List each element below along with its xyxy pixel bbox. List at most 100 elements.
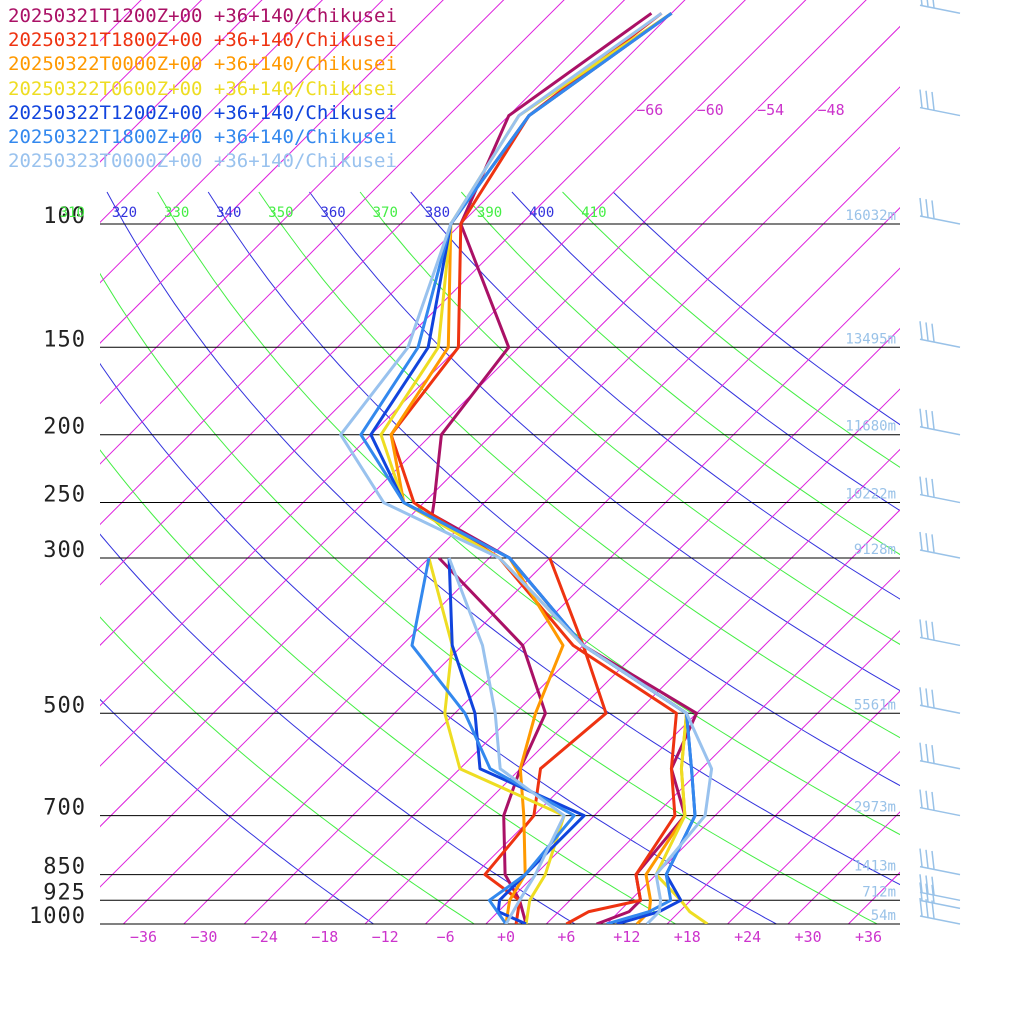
temperature-tick-label: −18	[311, 928, 338, 946]
isotherm-line	[100, 0, 505, 405]
dewpoint-profile-2	[504, 557, 565, 924]
isotherm-line	[545, 569, 900, 924]
temperature-tick-label: +36	[855, 928, 882, 946]
height-label: 16032m	[845, 208, 896, 224]
pressure-tick-label: 100	[43, 204, 86, 229]
wind-barb-feather	[925, 875, 929, 894]
isotherm-line	[100, 0, 746, 646]
wind-barb-staff	[919, 549, 961, 559]
wind-barb-feather	[925, 409, 929, 429]
temperature-tick-label: −36	[130, 928, 157, 946]
wind-barb-feather	[919, 619, 923, 638]
wind-barb-feather	[919, 789, 923, 808]
theta-label: 410	[581, 205, 606, 221]
wind-barb-feather	[926, 0, 929, 7]
height-label: 11680m	[845, 419, 896, 435]
wind-barb	[919, 848, 961, 876]
wind-barb	[919, 321, 961, 348]
wind-barb-staff	[919, 759, 961, 770]
dry-adiabats	[100, 191, 900, 924]
isotherm-line	[485, 509, 900, 924]
isotherm-line	[183, 207, 900, 924]
wind-barb-feather	[925, 849, 929, 868]
theta-label: 310	[60, 205, 85, 221]
isotherm-line	[424, 448, 900, 924]
isotherm-line	[100, 0, 626, 526]
wind-barb-feather	[925, 883, 929, 902]
temperature-profile-3	[379, 12, 709, 924]
isotherm-line	[122, 146, 900, 924]
height-label: 54m	[871, 908, 896, 924]
wind-barb-staff	[919, 636, 961, 647]
legend-entry: 20250322T1800Z+00 +36+140/Chikusei	[8, 125, 397, 148]
isotherm-top-label: −48	[818, 101, 845, 119]
wind-barb	[919, 789, 961, 817]
temperature-tick-label: +6	[557, 928, 575, 946]
pressure-tick-label: 300	[43, 538, 86, 563]
pressure-tick-label: 700	[43, 796, 86, 821]
wind-barb-staff	[919, 891, 961, 902]
wind-barb-staff	[919, 704, 961, 715]
wind-barb	[919, 197, 961, 225]
dry-adiabat-line	[100, 362, 778, 924]
dewpoint-profile-3	[427, 557, 566, 924]
isotherm-line	[100, 0, 263, 163]
pressure-tick-label: 150	[43, 327, 86, 352]
wind-barb-feather	[919, 321, 923, 340]
height-label: 712m	[862, 884, 896, 900]
legend-entry: 20250323T0000Z+00 +36+140/Chikusei	[8, 150, 397, 173]
isotherm-line	[100, 0, 324, 224]
theta-label: 360	[320, 205, 345, 221]
isotherm-top-label: −66	[636, 101, 663, 119]
isobars	[100, 223, 900, 925]
temperature-profile-4	[369, 12, 697, 924]
wind-barb-staff	[919, 915, 961, 925]
legend-entry: 20250322T0600Z+00 +36+140/Chikusei	[8, 77, 397, 100]
dry-adiabat-line	[100, 533, 576, 924]
temperature-tick-label: +12	[613, 928, 640, 946]
wind-barb-feather	[925, 688, 929, 707]
wind-barb-feather	[925, 199, 929, 218]
wind-barb	[919, 619, 961, 647]
wind-barb	[919, 0, 961, 15]
wind-barb-feather	[919, 882, 923, 901]
legend-entry: 20250322T1200Z+00 +36+140/Chikusei	[8, 101, 397, 124]
temperature-tick-label: −12	[372, 928, 399, 946]
height-label: 2973m	[854, 800, 896, 816]
theta-label: 380	[425, 205, 450, 221]
wind-barb	[919, 742, 961, 770]
wind-barb-feather	[920, 0, 923, 6]
wind-barb-staff	[919, 106, 961, 117]
dry-adiabat-line	[100, 616, 476, 924]
wind-barb	[919, 476, 961, 504]
theta-label: 400	[529, 205, 554, 221]
wind-barb-feather	[919, 848, 923, 867]
isotherm-line	[303, 327, 900, 924]
wind-barb-feather	[931, 884, 935, 903]
wind-barb-feather	[925, 322, 929, 341]
wind-barb-staff	[919, 865, 961, 876]
legend-entry: 20250321T1800Z+00 +36+140/Chikusei	[8, 29, 397, 52]
wind-barb-feather	[931, 91, 935, 111]
legend-entry: 20250321T1200Z+00 +36+140/Chikusei	[8, 5, 397, 27]
pressure-tick-label: 925	[43, 880, 86, 905]
wind-barb-staff	[919, 338, 961, 348]
wind-barb-feather	[919, 874, 923, 893]
isotherm-top-label: −60	[697, 101, 724, 119]
wind-barb-staff	[919, 493, 961, 504]
isotherm-line	[243, 267, 900, 924]
wind-barb	[919, 531, 961, 559]
theta-label: 350	[268, 205, 293, 221]
temperature-profile-1	[389, 12, 678, 924]
wind-barb-feather	[925, 790, 929, 809]
temperature-profile-6	[339, 12, 714, 924]
wind-barb-feather	[931, 745, 935, 764]
temperature-tick-label: −30	[190, 928, 217, 946]
wind-barb-feather	[925, 743, 929, 762]
isotherm-line	[847, 871, 900, 924]
temperature-profile-0	[430, 12, 699, 924]
dewpoint-profile-4	[447, 557, 586, 924]
dry-adiabat-line	[258, 191, 900, 739]
